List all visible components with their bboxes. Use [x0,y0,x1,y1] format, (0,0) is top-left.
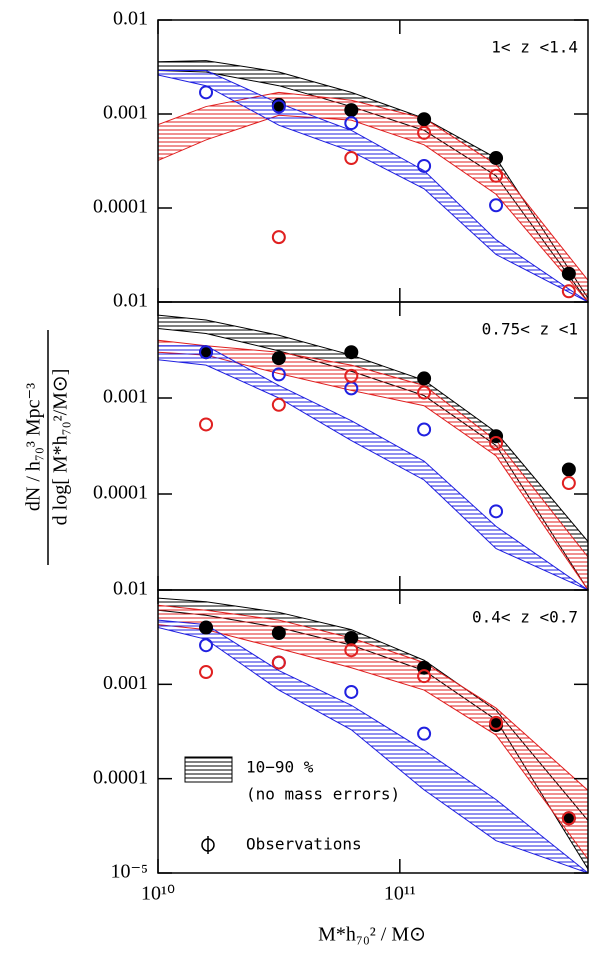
data-point [199,620,214,635]
legend-label: Observations [246,835,362,854]
data-point [489,435,504,450]
y-tick-label: 0.01 [113,8,148,30]
data-point [561,284,576,299]
data-point [417,371,432,386]
data-point [344,684,359,699]
panel-title: 1< z <1.4 [491,38,578,57]
y-tick-label: 0.0001 [93,196,148,218]
y-axis-label-top: dN / h₇₀³ Mpc⁻³ [23,383,45,511]
y-tick-label: 0.001 [103,672,148,694]
data-point [489,715,504,730]
x-axis-label: M*h₇₀² / M⊙ [318,924,426,946]
model-band [158,604,588,861]
model-band [158,70,588,302]
data-point [271,351,286,366]
panel-frame [157,589,589,874]
data-point [271,99,286,114]
x-tick-label: 10¹⁰ [141,883,175,905]
data-point [344,368,359,383]
data-point [489,504,504,519]
panel-title: 0.75< z <1 [482,320,578,339]
y-tick-label: 10⁻⁵ [110,861,148,883]
y-tick-label: 0.001 [103,386,148,408]
data-point [417,422,432,437]
data-point [561,476,576,491]
y-tick-label: 0.01 [113,290,148,312]
data-point [489,151,504,166]
model-band [158,345,588,590]
data-point [561,811,576,826]
data-point [271,655,286,670]
data-point [344,151,359,166]
data-point [417,385,432,400]
data-point [344,345,359,360]
x-tick-label: 10¹¹ [384,883,416,905]
y-tick-label: 0.0001 [93,482,148,504]
data-point [344,630,359,645]
data-point [417,669,432,684]
model-band [158,91,588,302]
data-point [199,417,214,432]
legend-label: (no mass errors) [246,785,400,804]
y-tick-label: 0.001 [103,102,148,124]
y-tick-label: 0.0001 [93,766,148,788]
plot-area [158,60,588,302]
data-point [271,367,286,382]
data-point [344,103,359,118]
data-point [344,643,359,658]
data-point [199,345,214,360]
data-point [271,626,286,641]
legend-band [184,756,233,783]
data-point [199,665,214,680]
data-point [199,638,214,653]
data-point [271,397,286,412]
plot-area [158,314,588,590]
data-point [199,85,214,100]
data-point [417,125,432,140]
model-band [158,619,588,873]
data-point [417,158,432,173]
data-point [561,462,576,477]
data-point [417,726,432,741]
panel-title: 0.4< z <0.7 [472,608,578,627]
y-axis-label-bottom: d log[ M*h₇₀²/M⊙] [50,369,72,526]
legend-label: 10−90 % [246,758,314,777]
y-tick-label: 0.01 [113,578,148,600]
plot-area [158,597,588,873]
data-point [344,116,359,131]
data-point [271,230,286,245]
data-point [489,198,504,213]
data-point [489,168,504,183]
data-point [561,266,576,281]
data-point [417,112,432,127]
